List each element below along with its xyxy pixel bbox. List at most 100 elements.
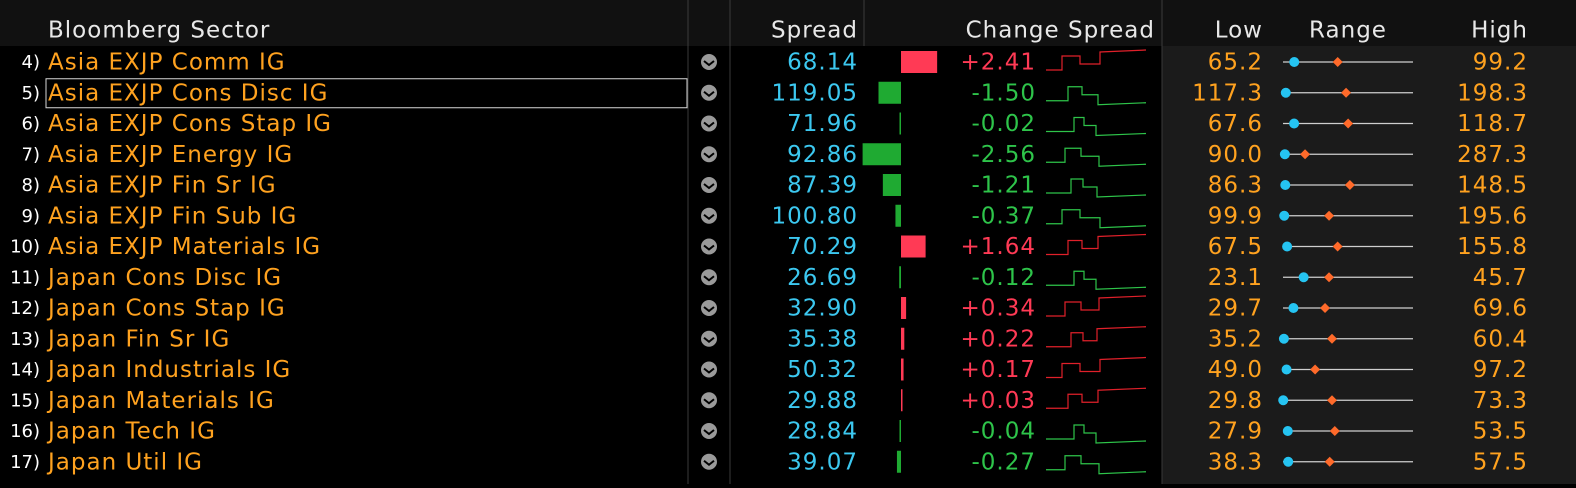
- average-marker: [1332, 57, 1343, 67]
- high: 99.2: [1473, 50, 1528, 76]
- row-menu-icon[interactable]: [701, 84, 717, 101]
- row-menu-icon[interactable]: [701, 115, 717, 132]
- low: 35.2: [1208, 326, 1263, 352]
- change-bar: [901, 51, 938, 73]
- header-high[interactable]: High: [1471, 18, 1528, 44]
- row-menu-chevron: [703, 121, 715, 128]
- sparkline: [1046, 209, 1147, 229]
- header-low[interactable]: Low: [1215, 18, 1263, 44]
- spread: 32.90: [787, 296, 858, 322]
- row-menu-icon[interactable]: [701, 423, 717, 439]
- high: 45.7: [1473, 265, 1528, 291]
- row-menu-chevron: [703, 336, 715, 344]
- change: -0.37: [971, 203, 1036, 229]
- sector-name[interactable]: Japan Util IG: [46, 449, 203, 475]
- sparkline: [1046, 387, 1147, 409]
- high: 148.5: [1457, 173, 1528, 199]
- low: 99.9: [1208, 203, 1263, 229]
- sector-name[interactable]: Japan Industrials IG: [46, 357, 291, 383]
- current-marker: [1279, 149, 1290, 160]
- high: 69.6: [1473, 296, 1528, 322]
- row-menu-icon[interactable]: [701, 238, 717, 255]
- row-index: 8): [22, 175, 40, 196]
- spread: 28.84: [787, 419, 858, 445]
- row-menu-icon[interactable]: [701, 453, 717, 470]
- row-menu-icon[interactable]: [701, 300, 717, 316]
- sector-name[interactable]: Japan Fin Sr IG: [46, 326, 230, 352]
- average-marker: [1341, 87, 1352, 98]
- sector-name[interactable]: Japan Materials IG: [46, 388, 275, 414]
- sector-name[interactable]: Japan Cons Stap IG: [46, 296, 286, 322]
- row-index: 12): [10, 298, 40, 319]
- spread: 29.88: [787, 388, 858, 414]
- row-menu-icon[interactable]: [701, 330, 717, 347]
- change-bar: [895, 204, 901, 227]
- sector-name[interactable]: Japan Tech IG: [46, 419, 216, 445]
- sector-name[interactable]: Asia EXJP Fin Sub IG: [48, 203, 297, 229]
- current-marker: [1282, 426, 1293, 436]
- spread: 100.80: [772, 203, 858, 229]
- average-marker: [1320, 303, 1331, 313]
- change-bar: [878, 81, 901, 104]
- row-menu-icon[interactable]: [701, 392, 717, 409]
- change: -0.04: [971, 419, 1036, 445]
- current-marker: [1278, 395, 1289, 406]
- high: 287.3: [1457, 142, 1528, 168]
- row-index: 13): [10, 329, 40, 350]
- high: 60.4: [1473, 326, 1528, 352]
- high: 195.6: [1457, 203, 1528, 229]
- average-marker: [1344, 180, 1355, 190]
- high: 53.5: [1473, 419, 1528, 445]
- spread: 39.07: [787, 449, 858, 475]
- change: +0.03: [961, 388, 1036, 414]
- row-menu-icon[interactable]: [701, 207, 717, 224]
- change: +2.41: [961, 50, 1036, 76]
- row-menu-icon[interactable]: [701, 269, 717, 286]
- row-menu-icon[interactable]: [701, 146, 717, 163]
- change-bar: [896, 450, 901, 473]
- low: 49.0: [1208, 357, 1263, 383]
- row-index: 4): [22, 52, 40, 73]
- row-menu-icon[interactable]: [701, 54, 717, 70]
- header-change[interactable]: Change Spread: [966, 18, 1155, 44]
- row-menu-chevron: [703, 275, 715, 282]
- sector-name[interactable]: Asia EXJP Comm IG: [48, 50, 286, 76]
- average-marker: [1327, 333, 1338, 344]
- low: 86.3: [1208, 173, 1263, 199]
- row-menu-chevron: [703, 90, 715, 98]
- change-bar: [901, 327, 905, 350]
- sparkline: [1046, 295, 1147, 317]
- low: 117.3: [1192, 80, 1263, 106]
- change-bar: [901, 297, 907, 319]
- change: +0.17: [961, 357, 1036, 383]
- current-marker: [1278, 333, 1289, 344]
- row-menu-chevron: [703, 459, 715, 467]
- row-menu-icon[interactable]: [701, 361, 717, 378]
- low: 23.1: [1208, 265, 1263, 291]
- row-menu-chevron: [703, 60, 715, 67]
- header-spread[interactable]: Spread: [771, 18, 858, 44]
- high: 198.3: [1457, 80, 1528, 106]
- sparkline: [1046, 86, 1147, 106]
- row-index: 17): [10, 452, 40, 473]
- header-range[interactable]: Range: [1309, 18, 1387, 44]
- sector-name[interactable]: Asia EXJP Cons Stap IG: [48, 111, 332, 137]
- header-sector[interactable]: Bloomberg Sector: [48, 18, 270, 44]
- current-marker: [1288, 303, 1299, 313]
- row-index: 14): [10, 360, 40, 381]
- change-bar: [901, 358, 904, 381]
- sector-name[interactable]: Asia EXJP Fin Sr IG: [48, 173, 277, 199]
- spread: 35.38: [787, 326, 858, 352]
- spread: 87.39: [787, 173, 858, 199]
- high: 73.3: [1473, 388, 1528, 414]
- change-bar: [901, 389, 903, 412]
- change: -0.02: [971, 111, 1036, 137]
- sector-name[interactable]: Asia EXJP Cons Disc IG: [48, 80, 328, 106]
- row-menu-icon[interactable]: [701, 177, 717, 193]
- sector-name[interactable]: Japan Cons Disc IG: [46, 265, 282, 291]
- row-index: 9): [22, 206, 40, 227]
- sector-name[interactable]: Asia EXJP Materials IG: [48, 234, 321, 260]
- sparkline: [1046, 326, 1147, 348]
- sector-name[interactable]: Asia EXJP Energy IG: [48, 142, 293, 168]
- change: +0.22: [961, 326, 1036, 352]
